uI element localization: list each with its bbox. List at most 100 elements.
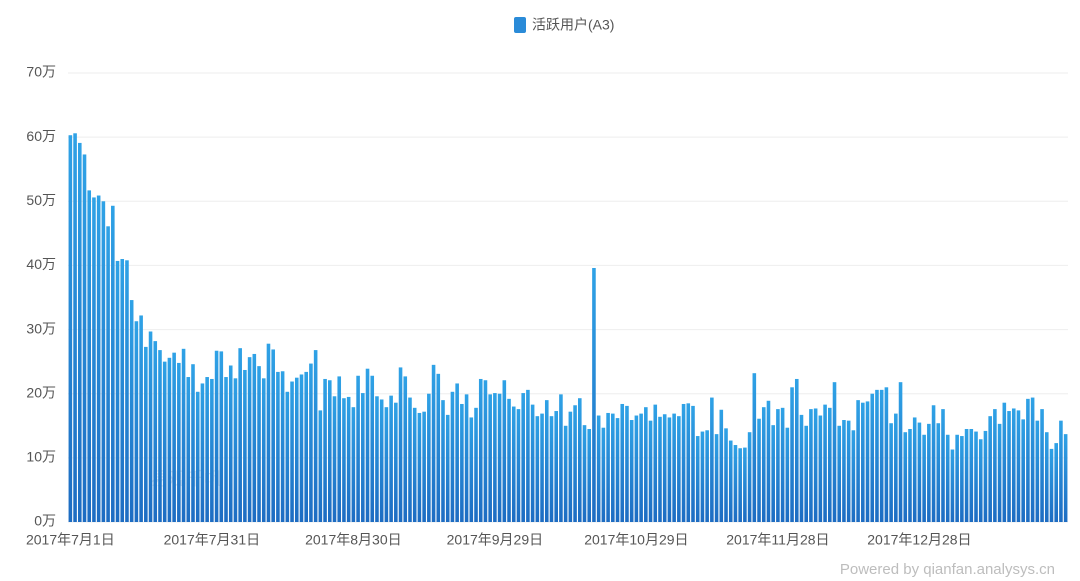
bar: [983, 430, 988, 522]
bar: [177, 362, 181, 522]
bar: [743, 447, 747, 522]
bar: [125, 260, 129, 522]
bar: [540, 413, 544, 522]
bar: [667, 417, 672, 522]
bar: [271, 349, 275, 522]
bar: [389, 395, 393, 522]
y-tick-label: 20万: [26, 384, 56, 400]
bar: [266, 343, 271, 522]
bar: [356, 375, 360, 522]
bar: [153, 341, 158, 522]
bar: [257, 366, 261, 522]
bar: [351, 407, 356, 522]
bar: [832, 382, 837, 522]
bar: [818, 415, 823, 522]
bar: [1026, 398, 1030, 522]
y-tick-label: 60万: [26, 128, 56, 144]
bar: [412, 407, 417, 522]
bar: [728, 440, 733, 522]
bar: [790, 387, 794, 522]
bar: [101, 201, 106, 523]
bar: [313, 350, 318, 522]
y-tick-label: 70万: [26, 64, 56, 80]
x-tick-label: 2017年7月31日: [164, 532, 261, 548]
bar: [441, 400, 445, 522]
bar: [493, 393, 497, 522]
bar: [776, 409, 780, 522]
bar: [511, 406, 516, 522]
bar: [549, 416, 554, 522]
bar: [828, 407, 832, 522]
bar: [436, 373, 441, 522]
bar: [988, 416, 992, 522]
bar: [677, 416, 681, 522]
bar: [361, 393, 365, 522]
bar: [747, 432, 752, 522]
bar: [780, 407, 785, 522]
legend-swatch: [514, 17, 526, 33]
bar: [276, 371, 280, 522]
bar: [408, 397, 412, 522]
bar: [719, 409, 724, 522]
bar: [592, 267, 596, 522]
bar: [516, 409, 521, 522]
bar: [766, 400, 771, 522]
bar: [219, 351, 224, 522]
bar: [469, 417, 474, 522]
bar: [658, 416, 662, 522]
bar: [870, 393, 875, 522]
bar: [823, 404, 827, 522]
bar: [474, 407, 478, 522]
bar: [96, 195, 101, 522]
y-tick-label: 50万: [26, 192, 56, 208]
bar: [73, 133, 77, 522]
bar: [332, 396, 337, 522]
bar: [978, 439, 983, 522]
bar: [346, 396, 351, 522]
bar: [964, 428, 969, 522]
bar: [861, 402, 865, 522]
bar: [846, 420, 851, 522]
bar: [634, 415, 639, 522]
bar: [1016, 410, 1021, 522]
legend-label: 活跃用户(A3): [532, 17, 614, 33]
bar: [384, 407, 389, 522]
bar: [1030, 397, 1035, 522]
bar: [238, 348, 242, 522]
bar: [794, 378, 799, 522]
bar: [601, 427, 606, 522]
bar: [625, 405, 629, 522]
bar: [662, 414, 667, 522]
bar: [1011, 408, 1016, 522]
bar: [573, 405, 577, 522]
bar: [370, 375, 375, 522]
bar: [299, 374, 304, 522]
bar: [478, 378, 483, 522]
bar: [181, 348, 186, 522]
bar: [974, 431, 978, 522]
bar: [82, 154, 87, 522]
bar: [342, 398, 346, 522]
bar: [1049, 448, 1054, 522]
bar: [714, 434, 719, 522]
bar: [941, 409, 945, 522]
bar: [644, 407, 648, 522]
bar: [304, 371, 308, 522]
bar: [1007, 411, 1011, 522]
bar: [804, 425, 808, 522]
bar: [969, 428, 974, 522]
bar: [1054, 443, 1058, 522]
bar: [497, 393, 502, 522]
bar: [875, 389, 879, 522]
bar: [78, 142, 82, 522]
bar: [535, 416, 540, 522]
bar: [309, 363, 313, 522]
bar: [950, 449, 955, 522]
bar: [488, 394, 492, 522]
bar: [620, 403, 625, 522]
bar: [785, 427, 790, 522]
bar: [521, 393, 525, 522]
bar: [191, 364, 195, 522]
bar: [318, 410, 323, 522]
bar: [92, 197, 96, 523]
